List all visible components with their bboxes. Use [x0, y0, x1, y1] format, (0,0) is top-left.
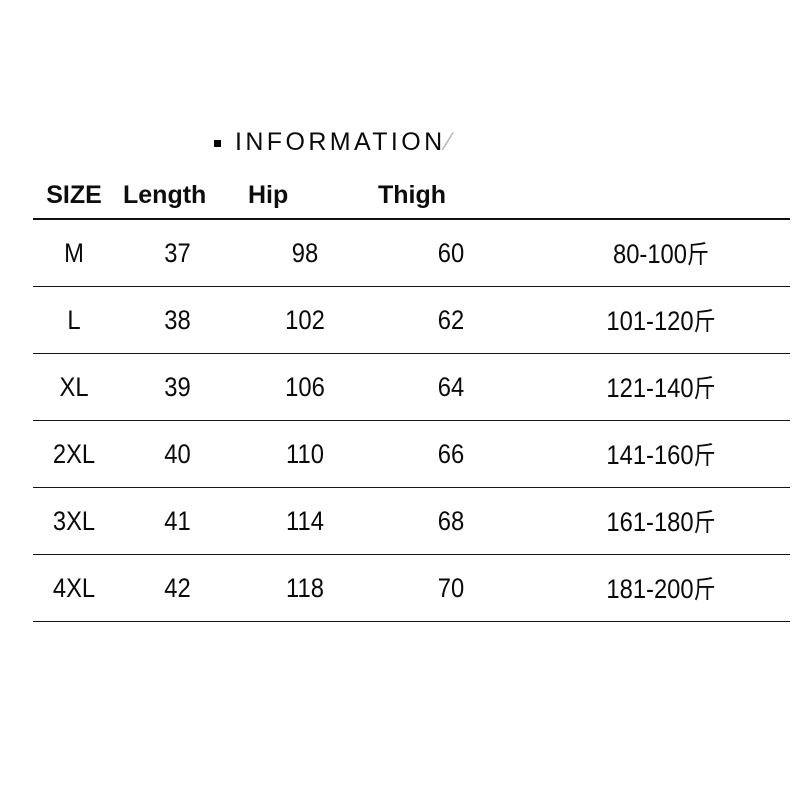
cell-size: M: [64, 237, 84, 268]
column-header-weight: [532, 175, 790, 219]
cell-length: 37: [164, 237, 191, 268]
cell-thigh: 70: [437, 572, 465, 603]
weight-unit: 斤: [686, 240, 710, 269]
weight-unit: 斤: [693, 307, 716, 336]
table-body: M 37 98 60 80-100斤 L 38 102 62 101-120斤 …: [33, 219, 790, 622]
cell-hip: 102: [285, 304, 325, 335]
column-header-size: SIZE: [46, 180, 102, 209]
cell-size: 2XL: [52, 438, 96, 469]
column-header-hip: Hip: [248, 180, 289, 209]
cell-length: 39: [164, 371, 191, 402]
cell-thigh: 62: [437, 304, 465, 335]
cell-length: 38: [164, 304, 191, 335]
weight-unit: 斤: [693, 374, 716, 403]
cell-hip: 114: [286, 505, 324, 536]
cell-weight: 161-180斤: [547, 488, 774, 555]
cell-thigh: 60: [437, 237, 465, 268]
cell-weight: 101-120斤: [547, 287, 774, 354]
chart-title-text: INFORMATION: [235, 127, 446, 156]
table-header: SIZE Length Hip Thigh: [33, 175, 790, 219]
weight-range: 101-120: [606, 306, 694, 336]
cell-size: XL: [59, 371, 89, 402]
cell-hip: 118: [286, 572, 324, 603]
square-bullet-icon: [214, 139, 221, 147]
weight-range: 121-140: [606, 373, 694, 403]
table-row: 4XL 42 118 70 181-200斤: [33, 555, 790, 622]
cell-weight: 80-100斤: [547, 219, 774, 287]
table-header-row: SIZE Length Hip Thigh: [33, 175, 790, 219]
chart-title: INFORMATION ⁄: [0, 124, 800, 160]
size-table-container: SIZE Length Hip Thigh M 37 98 60 80-100斤…: [33, 175, 790, 622]
cell-thigh: 68: [437, 505, 465, 536]
cell-hip: 110: [286, 438, 324, 469]
cell-length: 41: [164, 505, 191, 536]
table-row: XL 39 106 64 121-140斤: [33, 354, 790, 421]
cell-size: 4XL: [52, 572, 96, 603]
chart-title-tail: ⁄: [446, 127, 452, 156]
cell-length: 42: [164, 572, 191, 603]
weight-range: 181-200: [606, 574, 694, 604]
size-table: SIZE Length Hip Thigh M 37 98 60 80-100斤…: [33, 175, 790, 622]
weight-unit: 斤: [693, 441, 716, 470]
weight-range: 141-160: [606, 440, 694, 470]
cell-length: 40: [164, 438, 191, 469]
table-row: M 37 98 60 80-100斤: [33, 219, 790, 287]
weight-range: 80-100: [612, 239, 687, 269]
cell-thigh: 66: [437, 438, 465, 469]
table-row: 3XL 41 114 68 161-180斤: [33, 488, 790, 555]
table-row: 2XL 40 110 66 141-160斤: [33, 421, 790, 488]
weight-unit: 斤: [693, 508, 716, 537]
table-row: L 38 102 62 101-120斤: [33, 287, 790, 354]
cell-weight: 181-200斤: [547, 555, 774, 622]
column-header-length: Length: [123, 180, 207, 209]
cell-size: L: [67, 304, 81, 335]
column-header-thigh: Thigh: [378, 180, 447, 209]
cell-thigh: 64: [437, 371, 465, 402]
weight-unit: 斤: [693, 575, 716, 604]
cell-size: 3XL: [52, 505, 96, 536]
weight-range: 161-180: [606, 507, 694, 537]
cell-hip: 106: [285, 371, 325, 402]
cell-hip: 98: [291, 237, 319, 268]
cell-weight: 121-140斤: [547, 354, 774, 421]
cell-weight: 141-160斤: [547, 421, 774, 488]
